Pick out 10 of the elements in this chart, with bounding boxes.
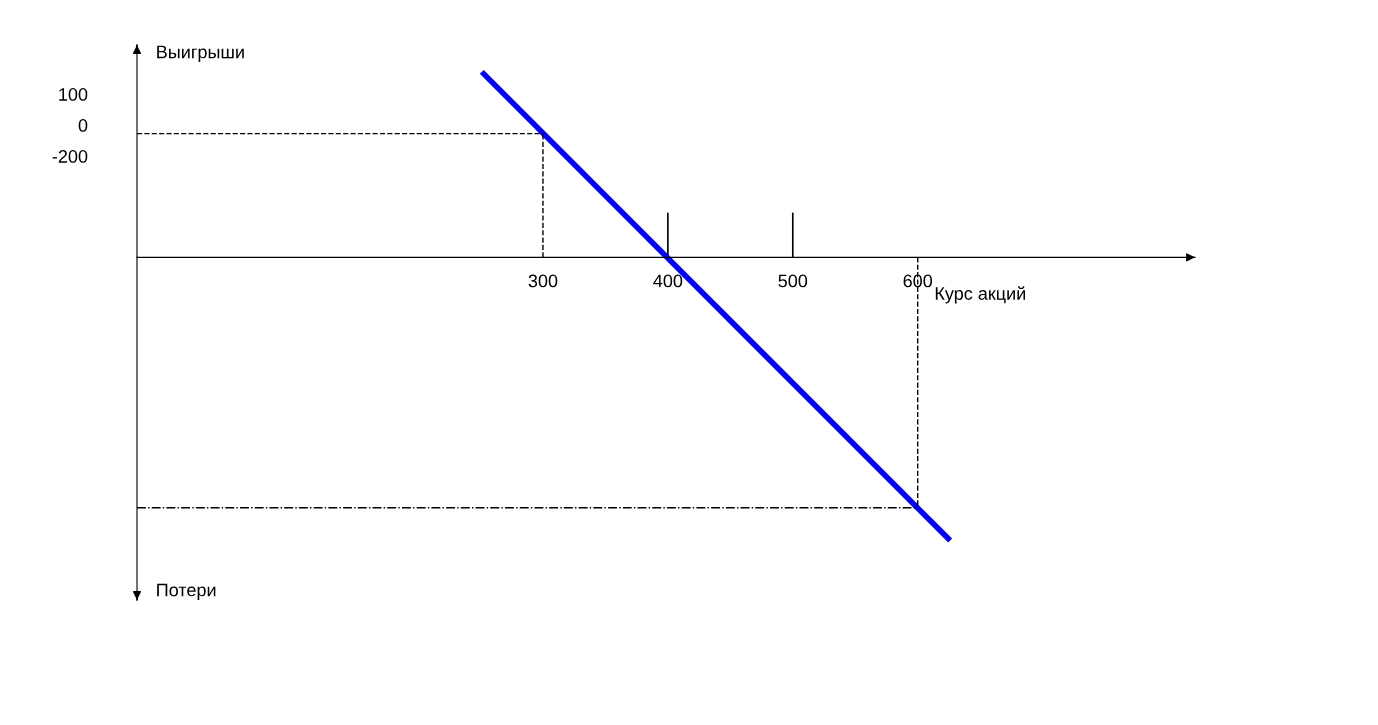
x-tick-label: 500 (778, 274, 808, 288)
text: 100 (59, 88, 88, 101)
text: -200 (52, 150, 88, 163)
text: Потери (157, 583, 216, 600)
x-axis-title: Курс акций (935, 286, 1025, 304)
x-tick-label: 400 (653, 274, 683, 288)
text: 0 (78, 119, 88, 132)
x-tick-label: 600 (903, 274, 933, 288)
y-axis-title: Выигрыши (157, 45, 244, 62)
x-tick-label: 300 (528, 274, 558, 288)
